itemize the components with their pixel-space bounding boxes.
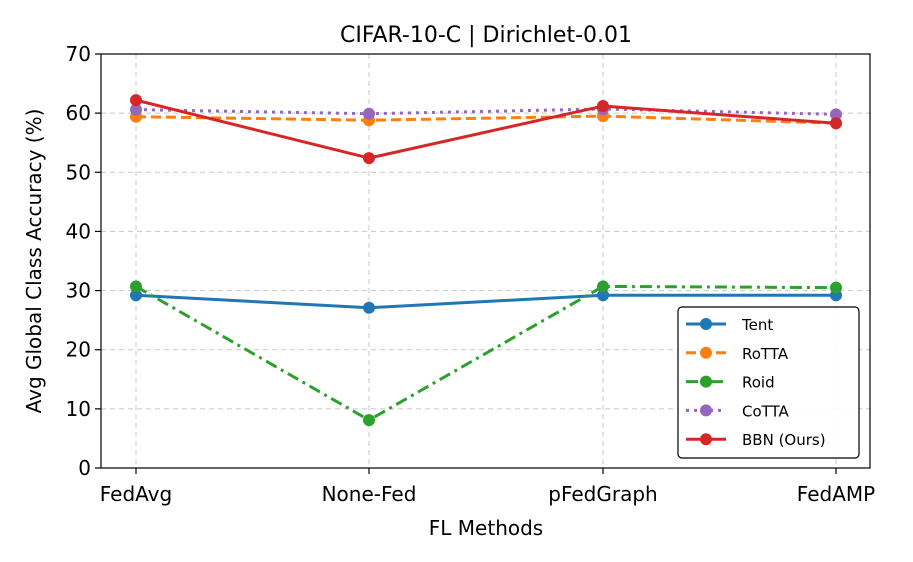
legend-item-bbn-ours: BBN (Ours) <box>686 431 826 449</box>
data-point-roid <box>130 280 142 293</box>
series-line-roid <box>135 284 837 422</box>
x-axis: FedAvg None-Fed pFedGraph FedAMP <box>100 468 875 506</box>
y-tick-label: 0 <box>78 456 91 480</box>
legend-item-rotta: RoTTA <box>686 345 789 363</box>
y-tick-label: 30 <box>66 279 91 303</box>
y-axis-label: Avg Global Class Accuracy (%) <box>22 109 46 414</box>
legend-label: RoTTA <box>742 345 789 363</box>
plot-frame <box>100 53 871 469</box>
legend-label: BBN (Ours) <box>742 431 826 449</box>
y-tick-label: 10 <box>66 397 91 421</box>
x-tick-label-fedavg: FedAvg <box>100 482 172 506</box>
data-point-tent <box>130 289 142 302</box>
data-point-tent <box>363 301 375 314</box>
series-cotta <box>130 103 842 121</box>
legend-label: Tent <box>741 316 773 334</box>
legend-swatch-marker <box>700 433 712 446</box>
x-tick-label-fedamp: FedAMP <box>797 482 875 506</box>
legend-label: CoTTA <box>742 402 790 420</box>
data-point-bbn-ours <box>597 100 609 113</box>
y-axis: 0 10 20 30 40 50 60 70 <box>66 42 101 480</box>
x-tick-label-pfedgraph: pFedGraph <box>548 482 657 506</box>
data-point-roid <box>597 280 609 293</box>
y-tick-label: 60 <box>66 101 91 125</box>
legend-item-tent: Tent <box>686 316 773 334</box>
data-point-tent <box>597 289 609 302</box>
y-tick-label: 70 <box>66 42 91 66</box>
series-line-bbn-ours <box>135 98 837 160</box>
data-point-bbn-ours <box>830 117 842 130</box>
y-tick-label: 20 <box>66 338 91 362</box>
series-layer <box>130 94 842 427</box>
y-tick-label: 40 <box>66 219 91 243</box>
data-point-bbn-ours <box>130 94 142 107</box>
legend-swatch-marker <box>700 375 712 388</box>
data-point-roid <box>830 281 842 294</box>
series-line-rotta <box>135 114 837 125</box>
y-tick-label: 50 <box>66 160 91 184</box>
legend-swatch-marker <box>700 318 712 330</box>
chart-title: CIFAR-10-C | Dirichlet-0.01 <box>340 23 632 48</box>
legend-swatch-marker <box>700 404 712 417</box>
x-tick-label-none-fed: None-Fed <box>322 482 417 506</box>
legend-box <box>677 306 860 459</box>
series-bbn-ours <box>130 94 842 165</box>
legend-item-cotta: CoTTA <box>686 402 790 420</box>
legend-item-roid: Roid <box>686 374 775 392</box>
data-point-cotta <box>130 103 142 116</box>
data-point-cotta <box>830 108 842 121</box>
legend-label: Roid <box>742 374 775 392</box>
series-line-tent <box>135 293 836 310</box>
series-tent <box>130 289 842 314</box>
data-point-cotta <box>363 107 375 120</box>
legend-swatch-marker <box>700 346 712 359</box>
data-point-roid <box>363 414 375 427</box>
data-point-bbn-ours <box>363 152 375 165</box>
legend: Tent RoTTA Roid CoTTA BBN (Ours) <box>677 306 860 459</box>
series-roid <box>130 280 842 427</box>
x-axis-label: FL Methods <box>429 516 543 540</box>
